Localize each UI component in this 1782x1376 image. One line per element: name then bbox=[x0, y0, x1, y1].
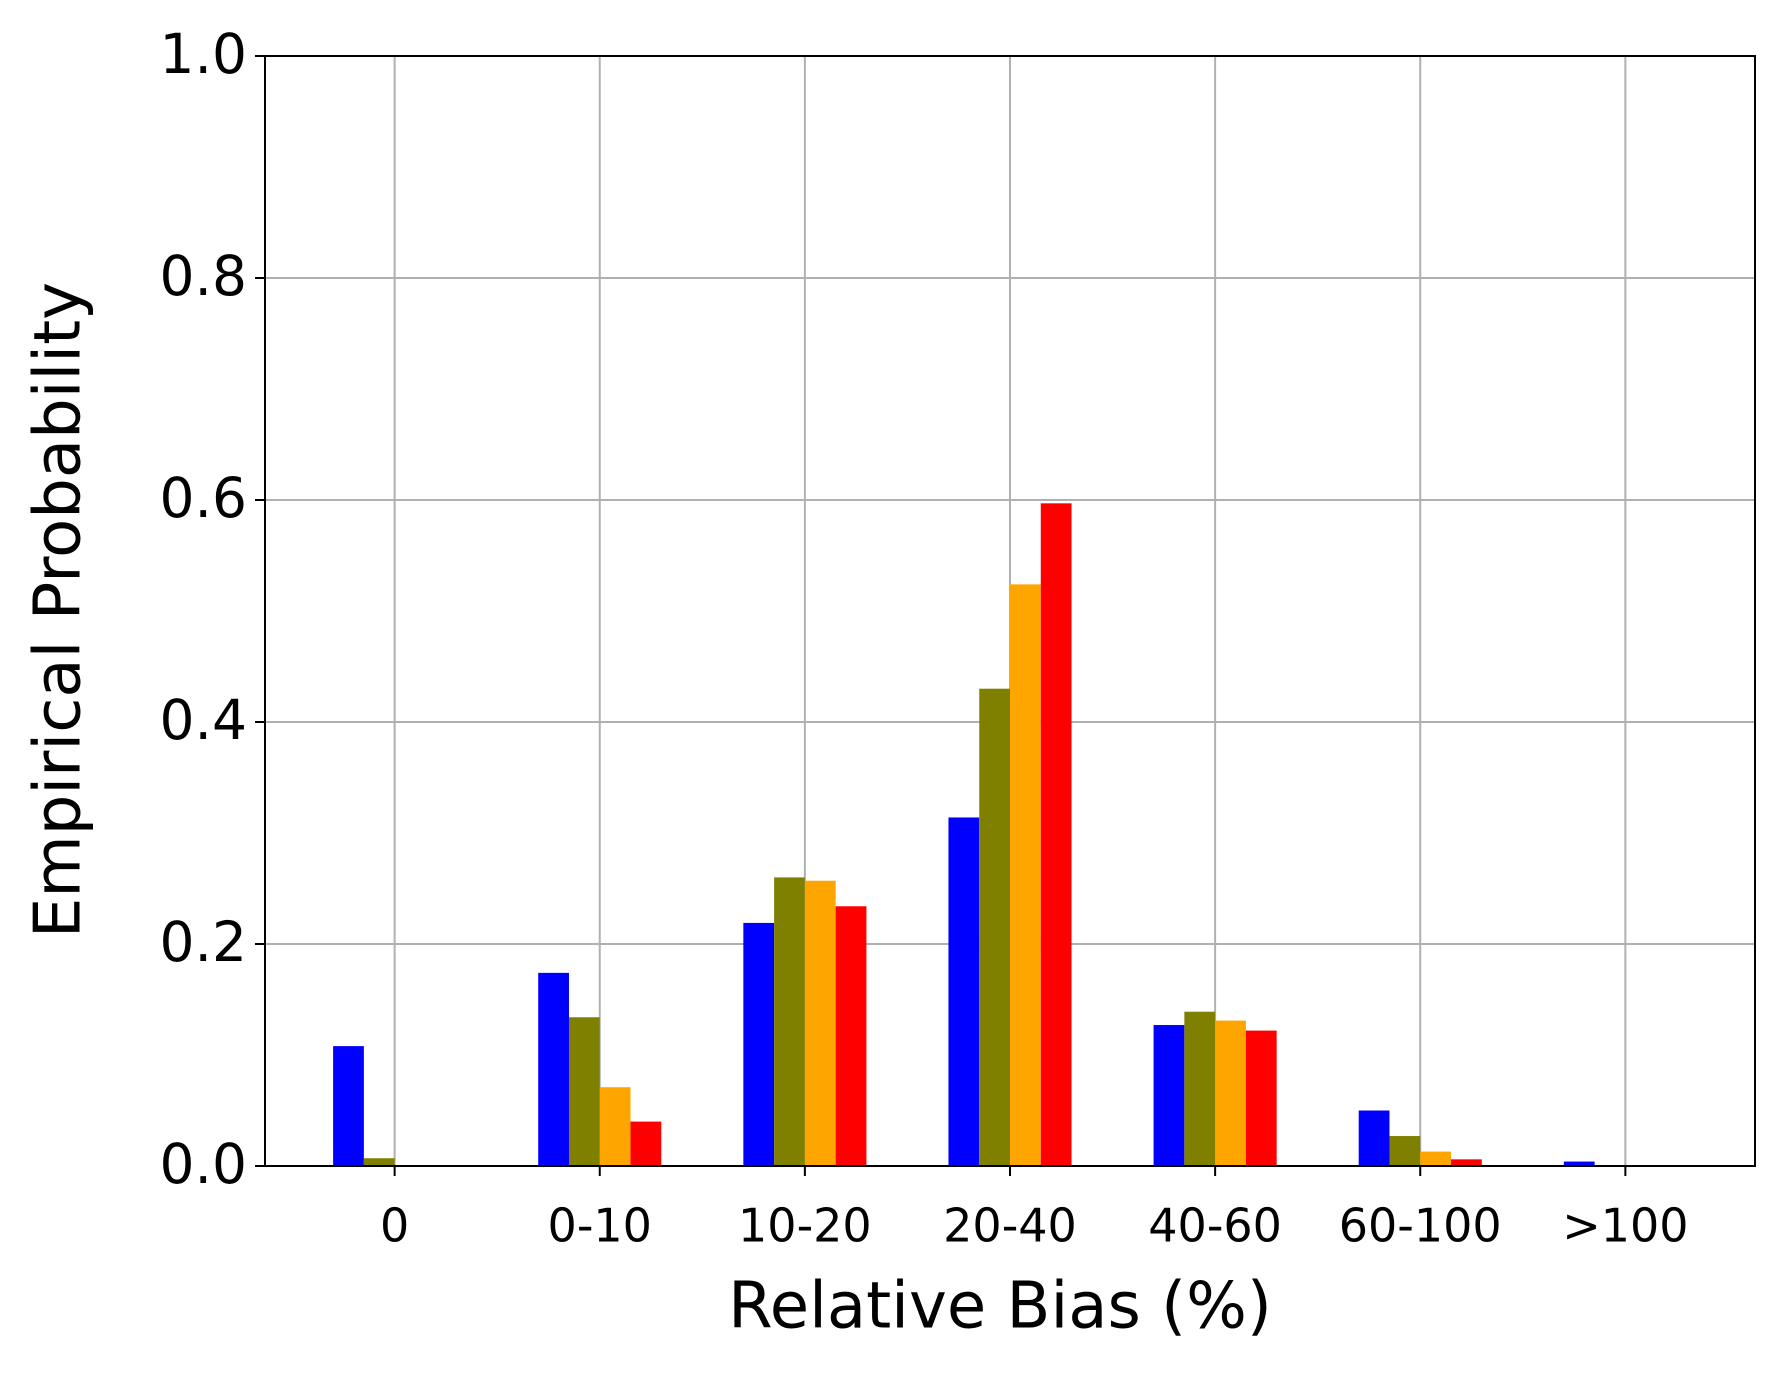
bar bbox=[804, 880, 836, 1166]
bar bbox=[1184, 1011, 1216, 1166]
x-tick-label: 60-100 bbox=[1339, 1199, 1502, 1253]
bar bbox=[333, 1046, 364, 1166]
bar bbox=[1040, 503, 1072, 1167]
bar bbox=[1245, 1030, 1277, 1166]
y-tick-label: 1.0 bbox=[160, 22, 247, 86]
y-tick-label: 0.2 bbox=[160, 910, 247, 974]
bar bbox=[1010, 584, 1041, 1166]
x-tick-label: >100 bbox=[1562, 1199, 1688, 1253]
bar bbox=[538, 972, 569, 1166]
bar bbox=[1358, 1110, 1390, 1166]
bar bbox=[630, 1121, 662, 1166]
bar bbox=[363, 1158, 395, 1166]
bar bbox=[599, 1087, 631, 1166]
x-tick-label: 0-10 bbox=[548, 1199, 652, 1253]
plot-frame bbox=[264, 55, 1756, 1167]
bar bbox=[774, 877, 805, 1166]
bar bbox=[1420, 1151, 1452, 1166]
y-tick-label: 0.4 bbox=[160, 688, 247, 752]
x-axis-label: Relative Bias (%) bbox=[728, 1270, 1272, 1344]
x-tick-label: 10-20 bbox=[738, 1199, 872, 1253]
bar bbox=[1451, 1159, 1482, 1166]
bar bbox=[835, 906, 867, 1166]
y-tick-label: 0.0 bbox=[160, 1132, 247, 1196]
bar bbox=[1563, 1161, 1595, 1166]
x-tick-label: 40-60 bbox=[1148, 1199, 1282, 1253]
y-tick-label: 0.8 bbox=[160, 244, 247, 308]
y-axis-label: Empirical Probability bbox=[22, 282, 96, 938]
bar bbox=[979, 688, 1010, 1166]
x-tick-label: 0 bbox=[380, 1199, 409, 1253]
bar bbox=[1215, 1020, 1246, 1166]
y-tick-label: 0.6 bbox=[160, 466, 247, 530]
bar bbox=[1389, 1136, 1421, 1166]
bar bbox=[948, 817, 980, 1166]
bar bbox=[568, 1017, 600, 1166]
x-tick-label: 20-40 bbox=[943, 1199, 1077, 1253]
bar bbox=[1153, 1025, 1185, 1166]
bar bbox=[743, 922, 775, 1166]
